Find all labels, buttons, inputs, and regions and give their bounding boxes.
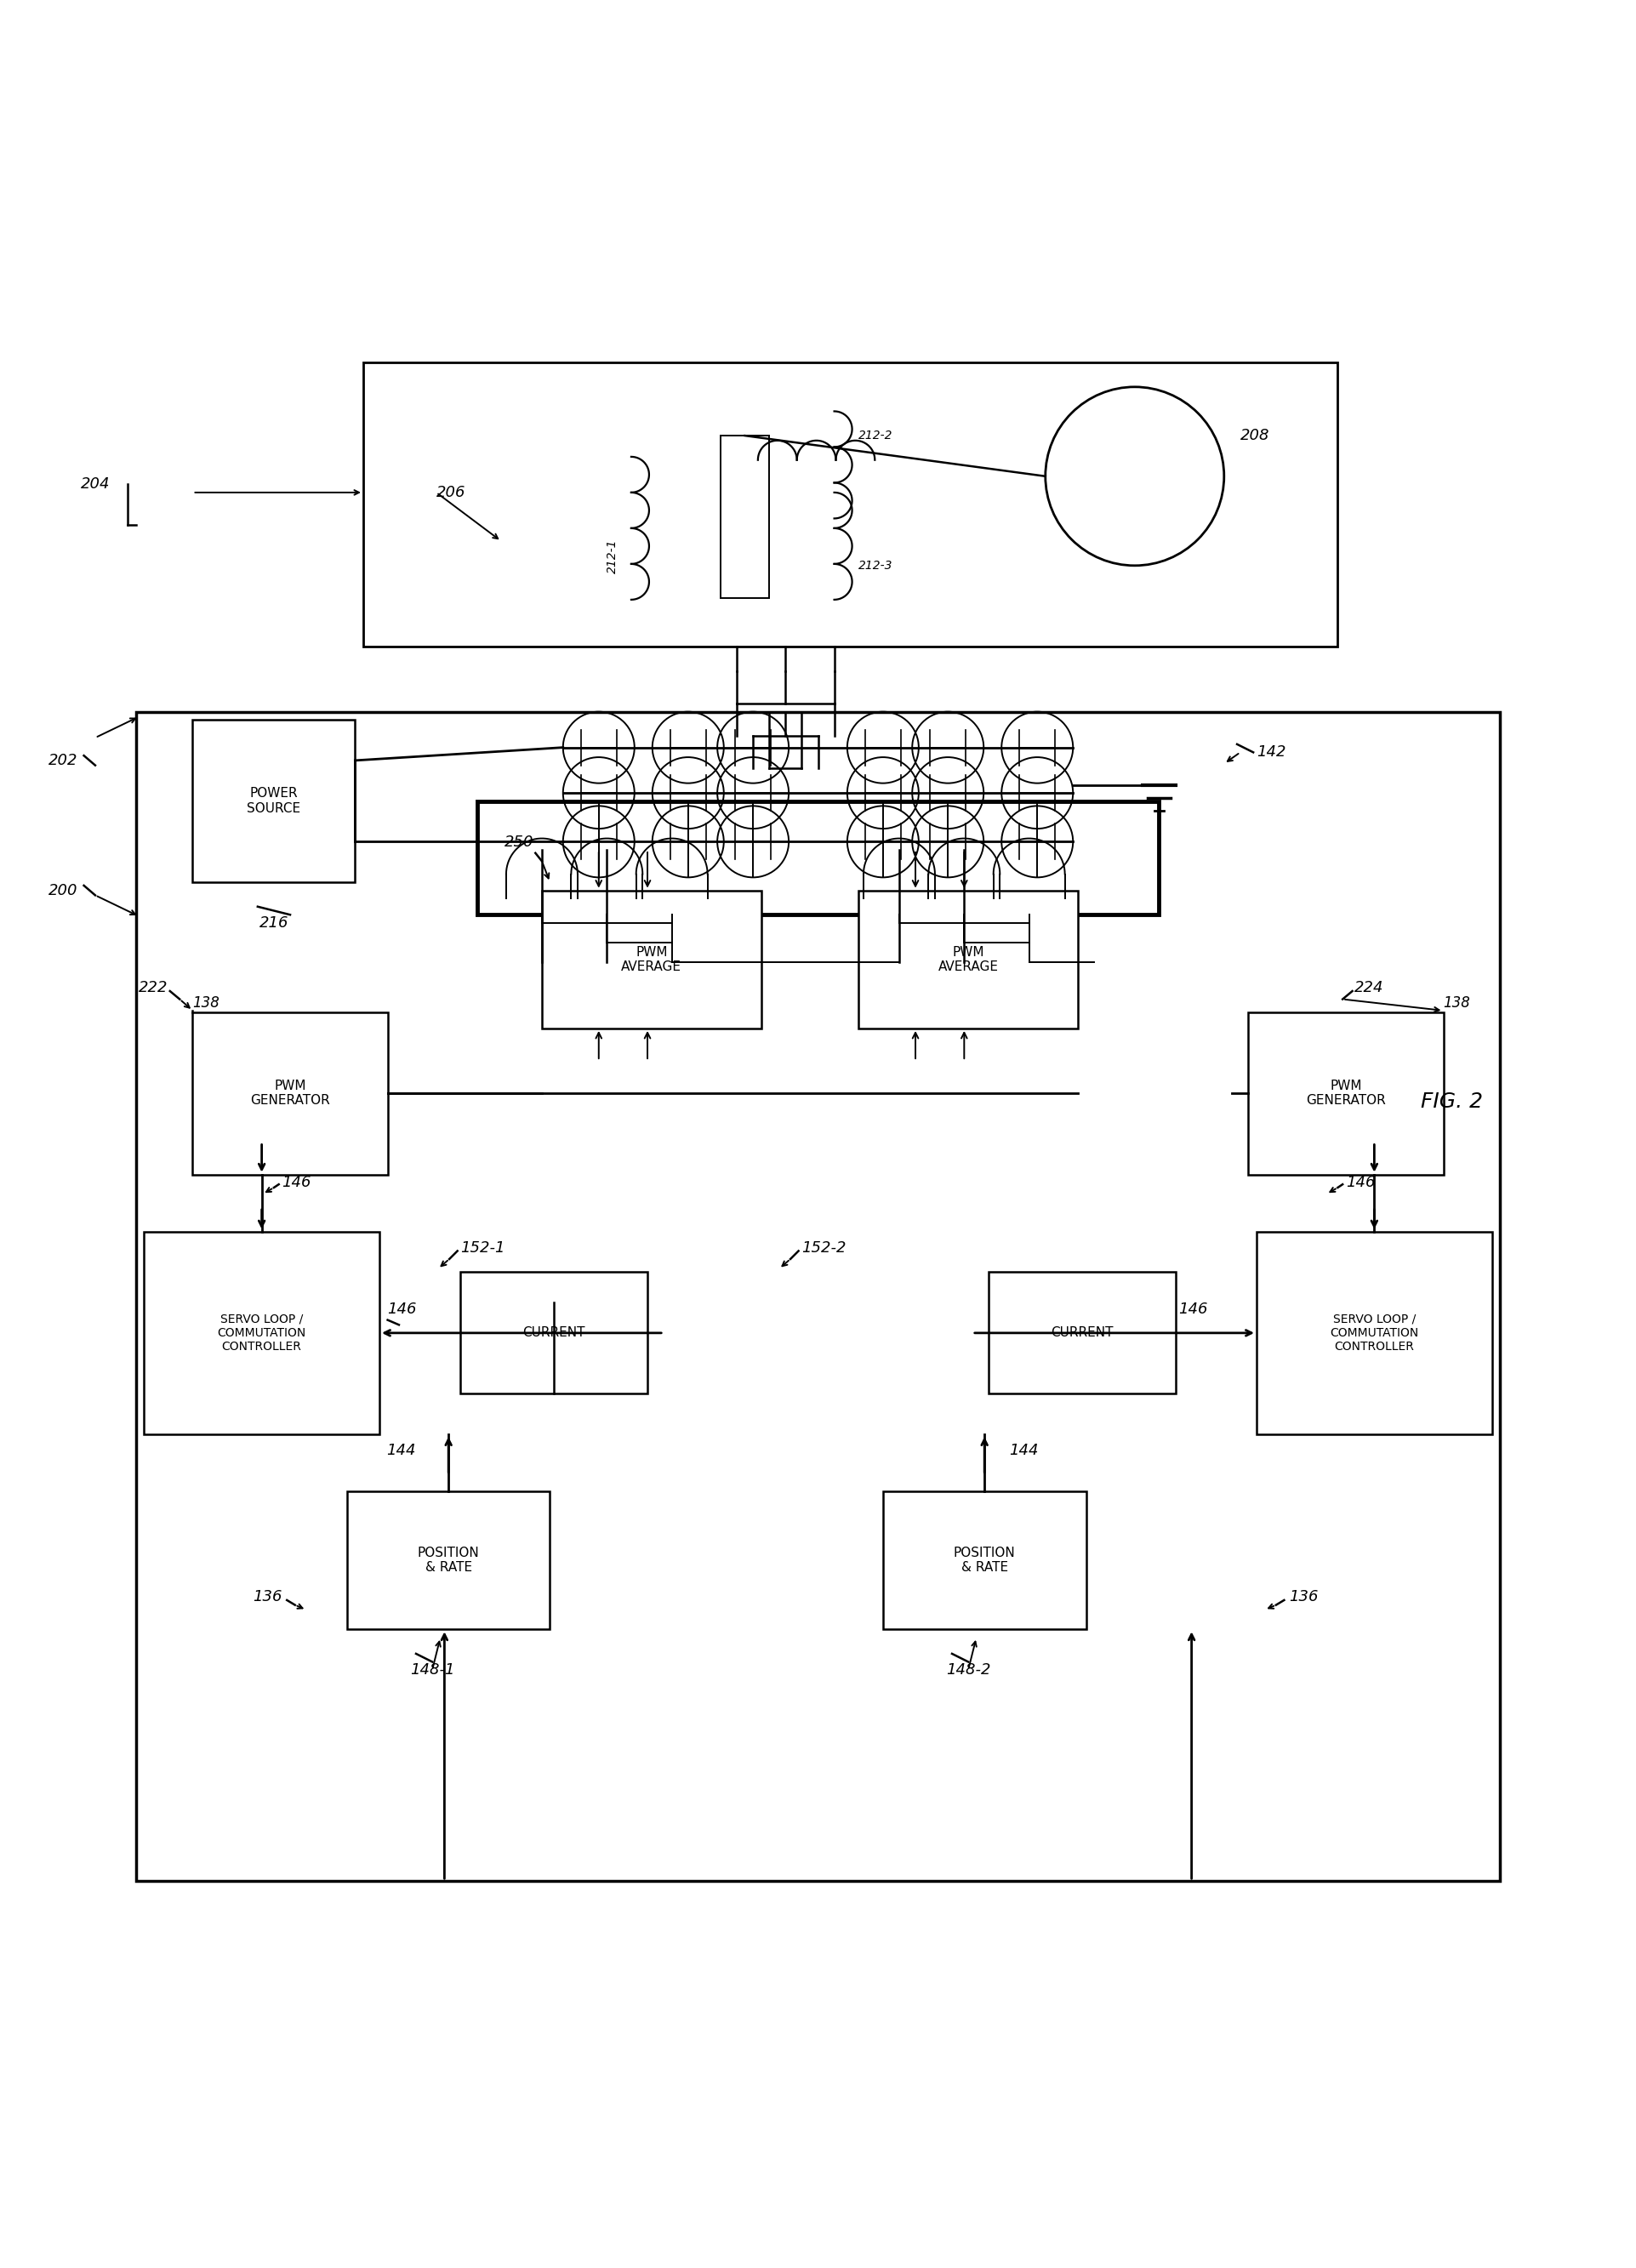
Bar xyxy=(988,1272,1175,1395)
Text: CURRENT: CURRENT xyxy=(524,1327,586,1340)
Bar xyxy=(144,1232,380,1433)
Text: PWM
GENERATOR: PWM GENERATOR xyxy=(250,1080,330,1107)
Text: FIG. 2: FIG. 2 xyxy=(1420,1091,1482,1111)
Text: 222: 222 xyxy=(139,980,169,996)
Text: 138: 138 xyxy=(193,996,219,1012)
Text: 136: 136 xyxy=(252,1590,281,1603)
Text: POWER
SOURCE: POWER SOURCE xyxy=(247,787,301,814)
Text: 136: 136 xyxy=(1289,1590,1319,1603)
Text: 148-2: 148-2 xyxy=(946,1662,990,1678)
Text: PWM
AVERAGE: PWM AVERAGE xyxy=(937,946,998,973)
Text: 146: 146 xyxy=(388,1302,417,1318)
Bar xyxy=(193,719,355,882)
Text: 216: 216 xyxy=(258,916,288,930)
Text: 146: 146 xyxy=(1178,1302,1207,1318)
Text: 212-3: 212-3 xyxy=(859,560,893,572)
Text: CURRENT: CURRENT xyxy=(1050,1327,1112,1340)
Text: 250: 250 xyxy=(504,835,533,850)
Text: 200: 200 xyxy=(47,882,77,898)
Text: 152-1: 152-1 xyxy=(461,1241,506,1256)
Text: 202: 202 xyxy=(47,753,77,769)
Text: 212-2: 212-2 xyxy=(859,429,893,442)
Text: 152-2: 152-2 xyxy=(802,1241,846,1256)
Bar xyxy=(478,801,1158,914)
Text: SERVO LOOP /
COMMUTATION
CONTROLLER: SERVO LOOP / COMMUTATION CONTROLLER xyxy=(218,1313,306,1352)
Text: 144: 144 xyxy=(386,1442,416,1458)
Text: POSITION
& RATE: POSITION & RATE xyxy=(954,1547,1016,1574)
Bar xyxy=(542,891,761,1027)
Bar xyxy=(347,1492,550,1628)
Text: PWM
GENERATOR: PWM GENERATOR xyxy=(1306,1080,1386,1107)
Text: 144: 144 xyxy=(1009,1442,1039,1458)
Text: 142: 142 xyxy=(1256,744,1286,760)
Text: 148-1: 148-1 xyxy=(411,1662,455,1678)
Text: 204: 204 xyxy=(80,476,110,492)
Bar xyxy=(363,363,1338,646)
Text: 208: 208 xyxy=(1240,429,1270,442)
Text: POSITION
& RATE: POSITION & RATE xyxy=(417,1547,479,1574)
Bar xyxy=(193,1012,388,1175)
Text: SERVO LOOP /
COMMUTATION
CONTROLLER: SERVO LOOP / COMMUTATION CONTROLLER xyxy=(1330,1313,1418,1352)
Bar xyxy=(461,1272,648,1395)
Bar xyxy=(136,712,1500,1880)
Text: PWM
AVERAGE: PWM AVERAGE xyxy=(622,946,682,973)
Text: 224: 224 xyxy=(1355,980,1384,996)
Text: 212-1: 212-1 xyxy=(607,540,618,574)
Text: 146: 146 xyxy=(1346,1175,1376,1191)
Bar xyxy=(883,1492,1086,1628)
Bar xyxy=(1256,1232,1492,1433)
Bar xyxy=(859,891,1078,1027)
Bar xyxy=(720,435,769,599)
Text: 138: 138 xyxy=(1443,996,1471,1012)
Text: 206: 206 xyxy=(437,485,466,501)
Text: 146: 146 xyxy=(281,1175,311,1191)
Bar xyxy=(1248,1012,1443,1175)
